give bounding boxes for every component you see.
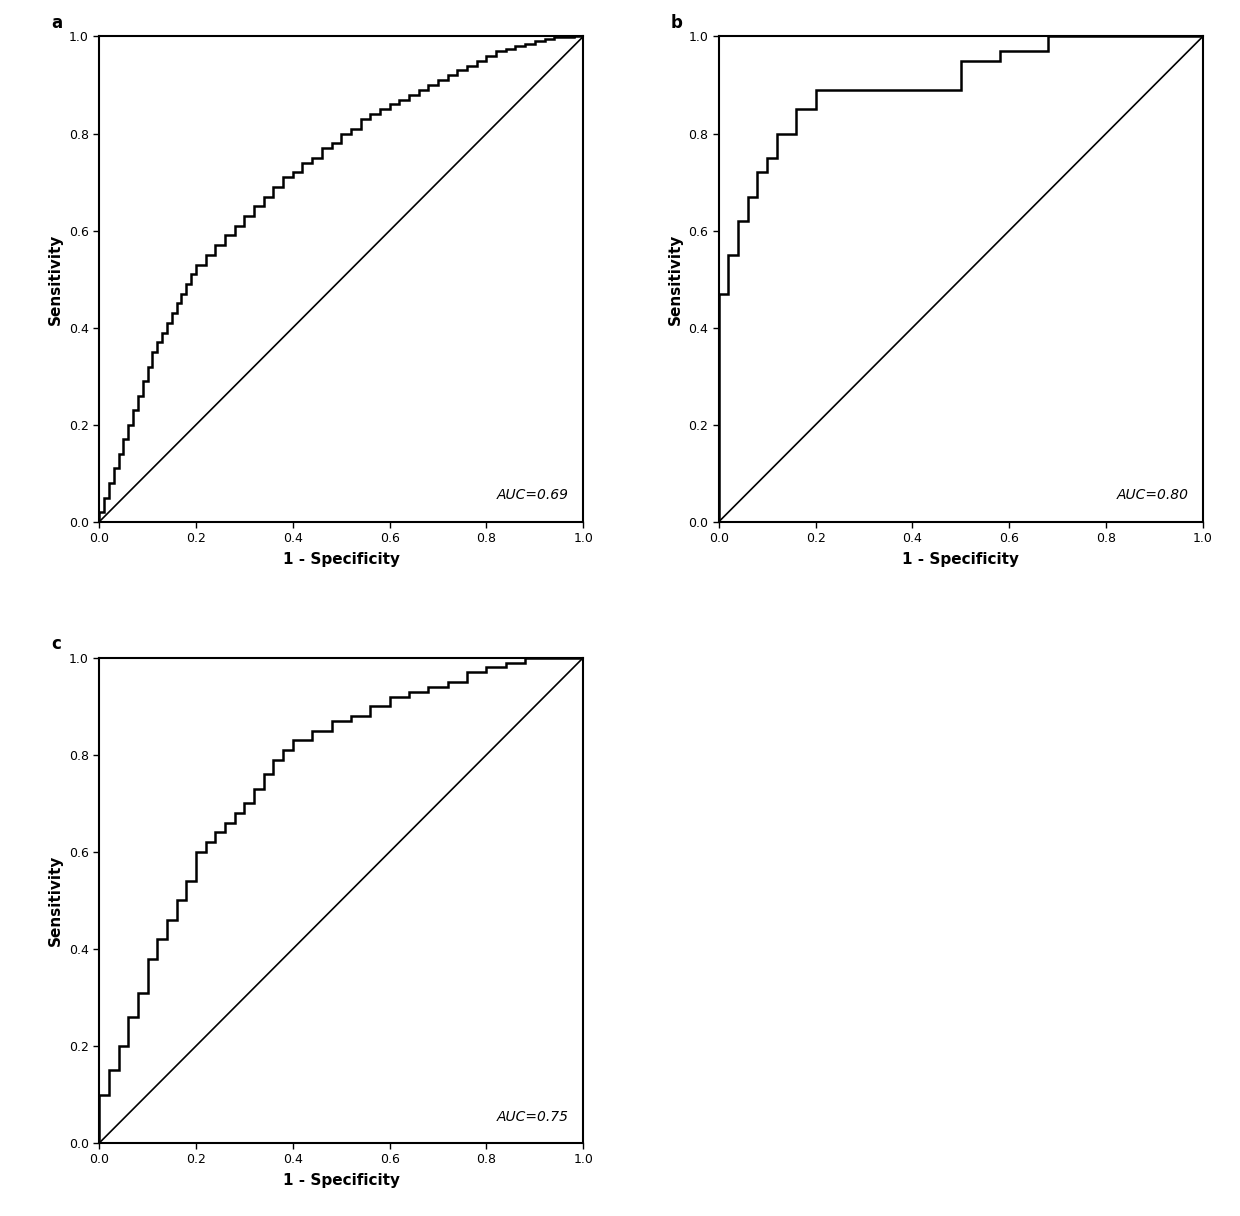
Text: c: c [51, 635, 61, 653]
Y-axis label: Sensitivity: Sensitivity [668, 233, 683, 325]
X-axis label: 1 - Specificity: 1 - Specificity [283, 1173, 399, 1188]
Text: AUC=0.69: AUC=0.69 [497, 489, 569, 502]
X-axis label: 1 - Specificity: 1 - Specificity [283, 552, 399, 567]
Y-axis label: Sensitivity: Sensitivity [48, 233, 63, 325]
X-axis label: 1 - Specificity: 1 - Specificity [903, 552, 1019, 567]
Text: AUC=0.80: AUC=0.80 [1116, 489, 1188, 502]
Text: AUC=0.75: AUC=0.75 [497, 1110, 569, 1124]
Y-axis label: Sensitivity: Sensitivity [48, 855, 63, 946]
Text: b: b [671, 13, 682, 32]
Text: a: a [51, 13, 62, 32]
